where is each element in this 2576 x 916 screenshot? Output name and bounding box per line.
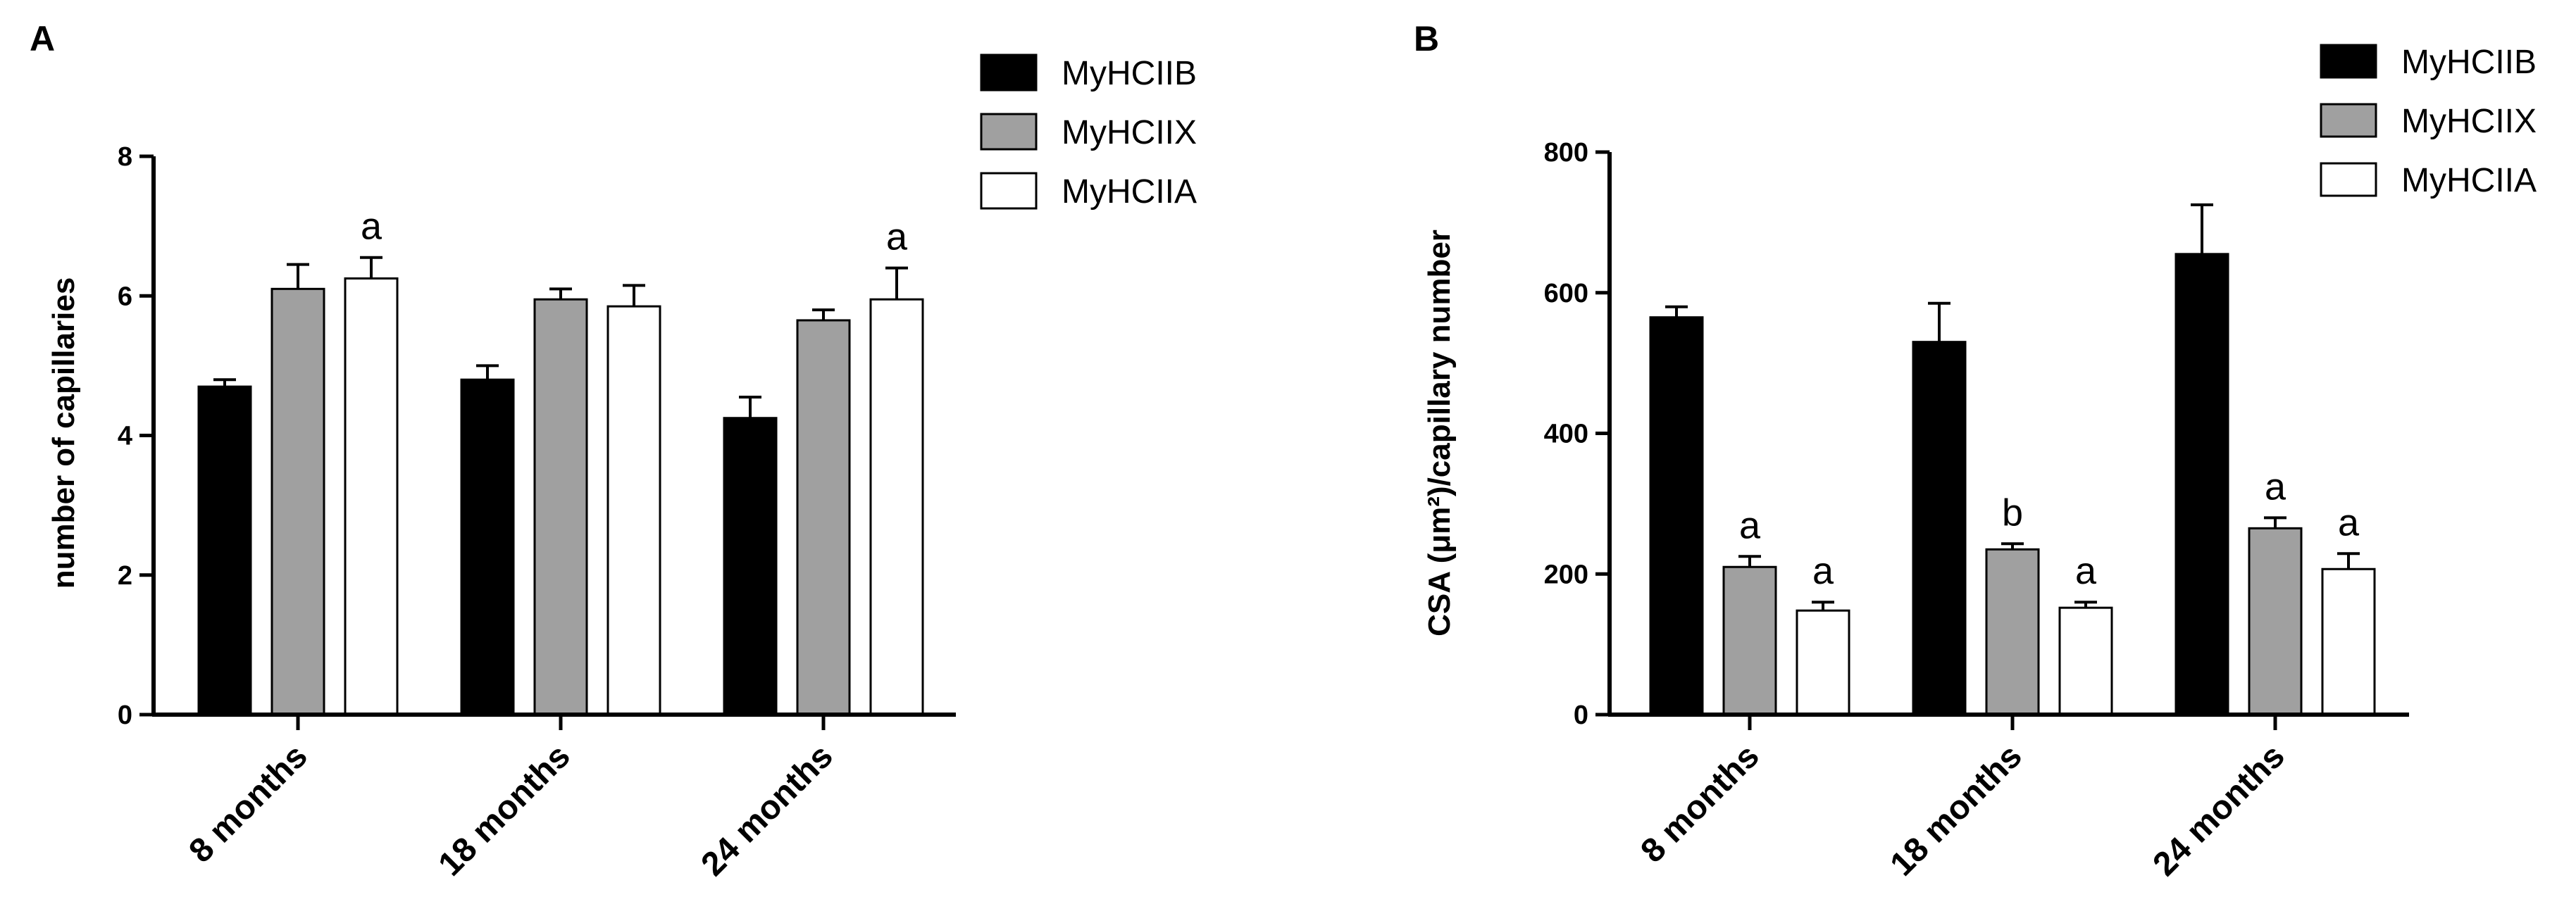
- legend-label: MyHCIIB: [1062, 55, 1197, 92]
- significance-label: a: [2338, 501, 2360, 544]
- bar: [1649, 316, 1704, 716]
- legend-swatch: [980, 172, 1038, 210]
- bar: [1722, 565, 1777, 716]
- y-tick-label: 6: [118, 282, 132, 311]
- bar: [344, 277, 399, 716]
- legend-label: MyHCIIA: [1062, 173, 1197, 211]
- y-tick-label: 600: [1544, 279, 1588, 308]
- x-tick-label: 24 months: [2146, 737, 2292, 883]
- significance-label: a: [1812, 550, 1834, 592]
- bar: [1985, 548, 2040, 716]
- y-axis-title: CSA (μm²)/capillary number: [1422, 230, 1457, 636]
- legend-swatch: [980, 54, 1038, 92]
- legend-label: MyHCIIA: [2401, 162, 2537, 199]
- legend-label: MyHCIIX: [1062, 114, 1197, 151]
- y-tick-label: 0: [118, 701, 132, 730]
- y-tick-label: 200: [1544, 560, 1588, 589]
- bar: [606, 305, 661, 716]
- bar: [1796, 609, 1850, 716]
- plot-area: a a 0 2 4 6 8 8 months 18 months 24 months: [118, 142, 956, 884]
- y-tick-label: 800: [1544, 138, 1588, 168]
- panel-letter: B: [1414, 19, 1439, 58]
- panel-letter: A: [30, 19, 55, 58]
- plot-area: a b a a a a 0 200 400 600 800 8 months 18 months 24 m…: [1544, 138, 2409, 884]
- y-tick-label: 0: [1574, 701, 1588, 730]
- y-tick-label: 400: [1544, 420, 1588, 449]
- significance-label: a: [2075, 550, 2097, 592]
- bar: [1912, 341, 1967, 716]
- significance-label: a: [1739, 504, 1761, 546]
- bar: [869, 298, 924, 716]
- legend-swatch: [2320, 162, 2377, 197]
- y-tick-label: 4: [118, 422, 132, 451]
- y-axis-title: number of capillaries: [46, 277, 81, 589]
- panel-b: B CSA (μm²)/capillary number a b a a a a 0 200 4…: [1414, 19, 2537, 884]
- bar: [197, 385, 252, 716]
- bar: [2058, 606, 2113, 716]
- bar: [796, 319, 851, 716]
- significance-label: a: [2265, 465, 2286, 508]
- significance-label: b: [2002, 491, 2023, 534]
- significance-label: a: [361, 206, 382, 248]
- x-tick-label: 18 months: [1884, 737, 2029, 883]
- legend-swatch: [2320, 44, 2377, 79]
- x-tick-label: 8 months: [182, 737, 314, 870]
- bar: [723, 417, 778, 716]
- bar: [2248, 527, 2303, 716]
- y-tick-label: 2: [118, 561, 132, 591]
- y-tick-label: 8: [118, 142, 132, 172]
- legend-label: MyHCIIX: [2401, 103, 2537, 140]
- panel-a: A number of capillaries a a 0 2 4 6 8 8 months 1…: [30, 19, 1197, 884]
- x-tick-label: 8 months: [1634, 737, 1766, 870]
- bar: [2174, 253, 2229, 716]
- x-tick-label: 24 months: [695, 737, 840, 883]
- bar: [460, 378, 515, 716]
- bar: [533, 298, 588, 716]
- legend-swatch: [980, 113, 1038, 151]
- legend: MyHCIIB MyHCIIX MyHCIIA: [2320, 44, 2537, 199]
- bar: [270, 287, 325, 716]
- bar: [2321, 567, 2376, 716]
- significance-label: a: [886, 216, 908, 258]
- x-tick-label: 18 months: [432, 737, 578, 883]
- legend-label: MyHCIIB: [2401, 44, 2537, 81]
- legend: MyHCIIB MyHCIIX MyHCIIA: [980, 54, 1197, 211]
- legend-swatch: [2320, 103, 2377, 138]
